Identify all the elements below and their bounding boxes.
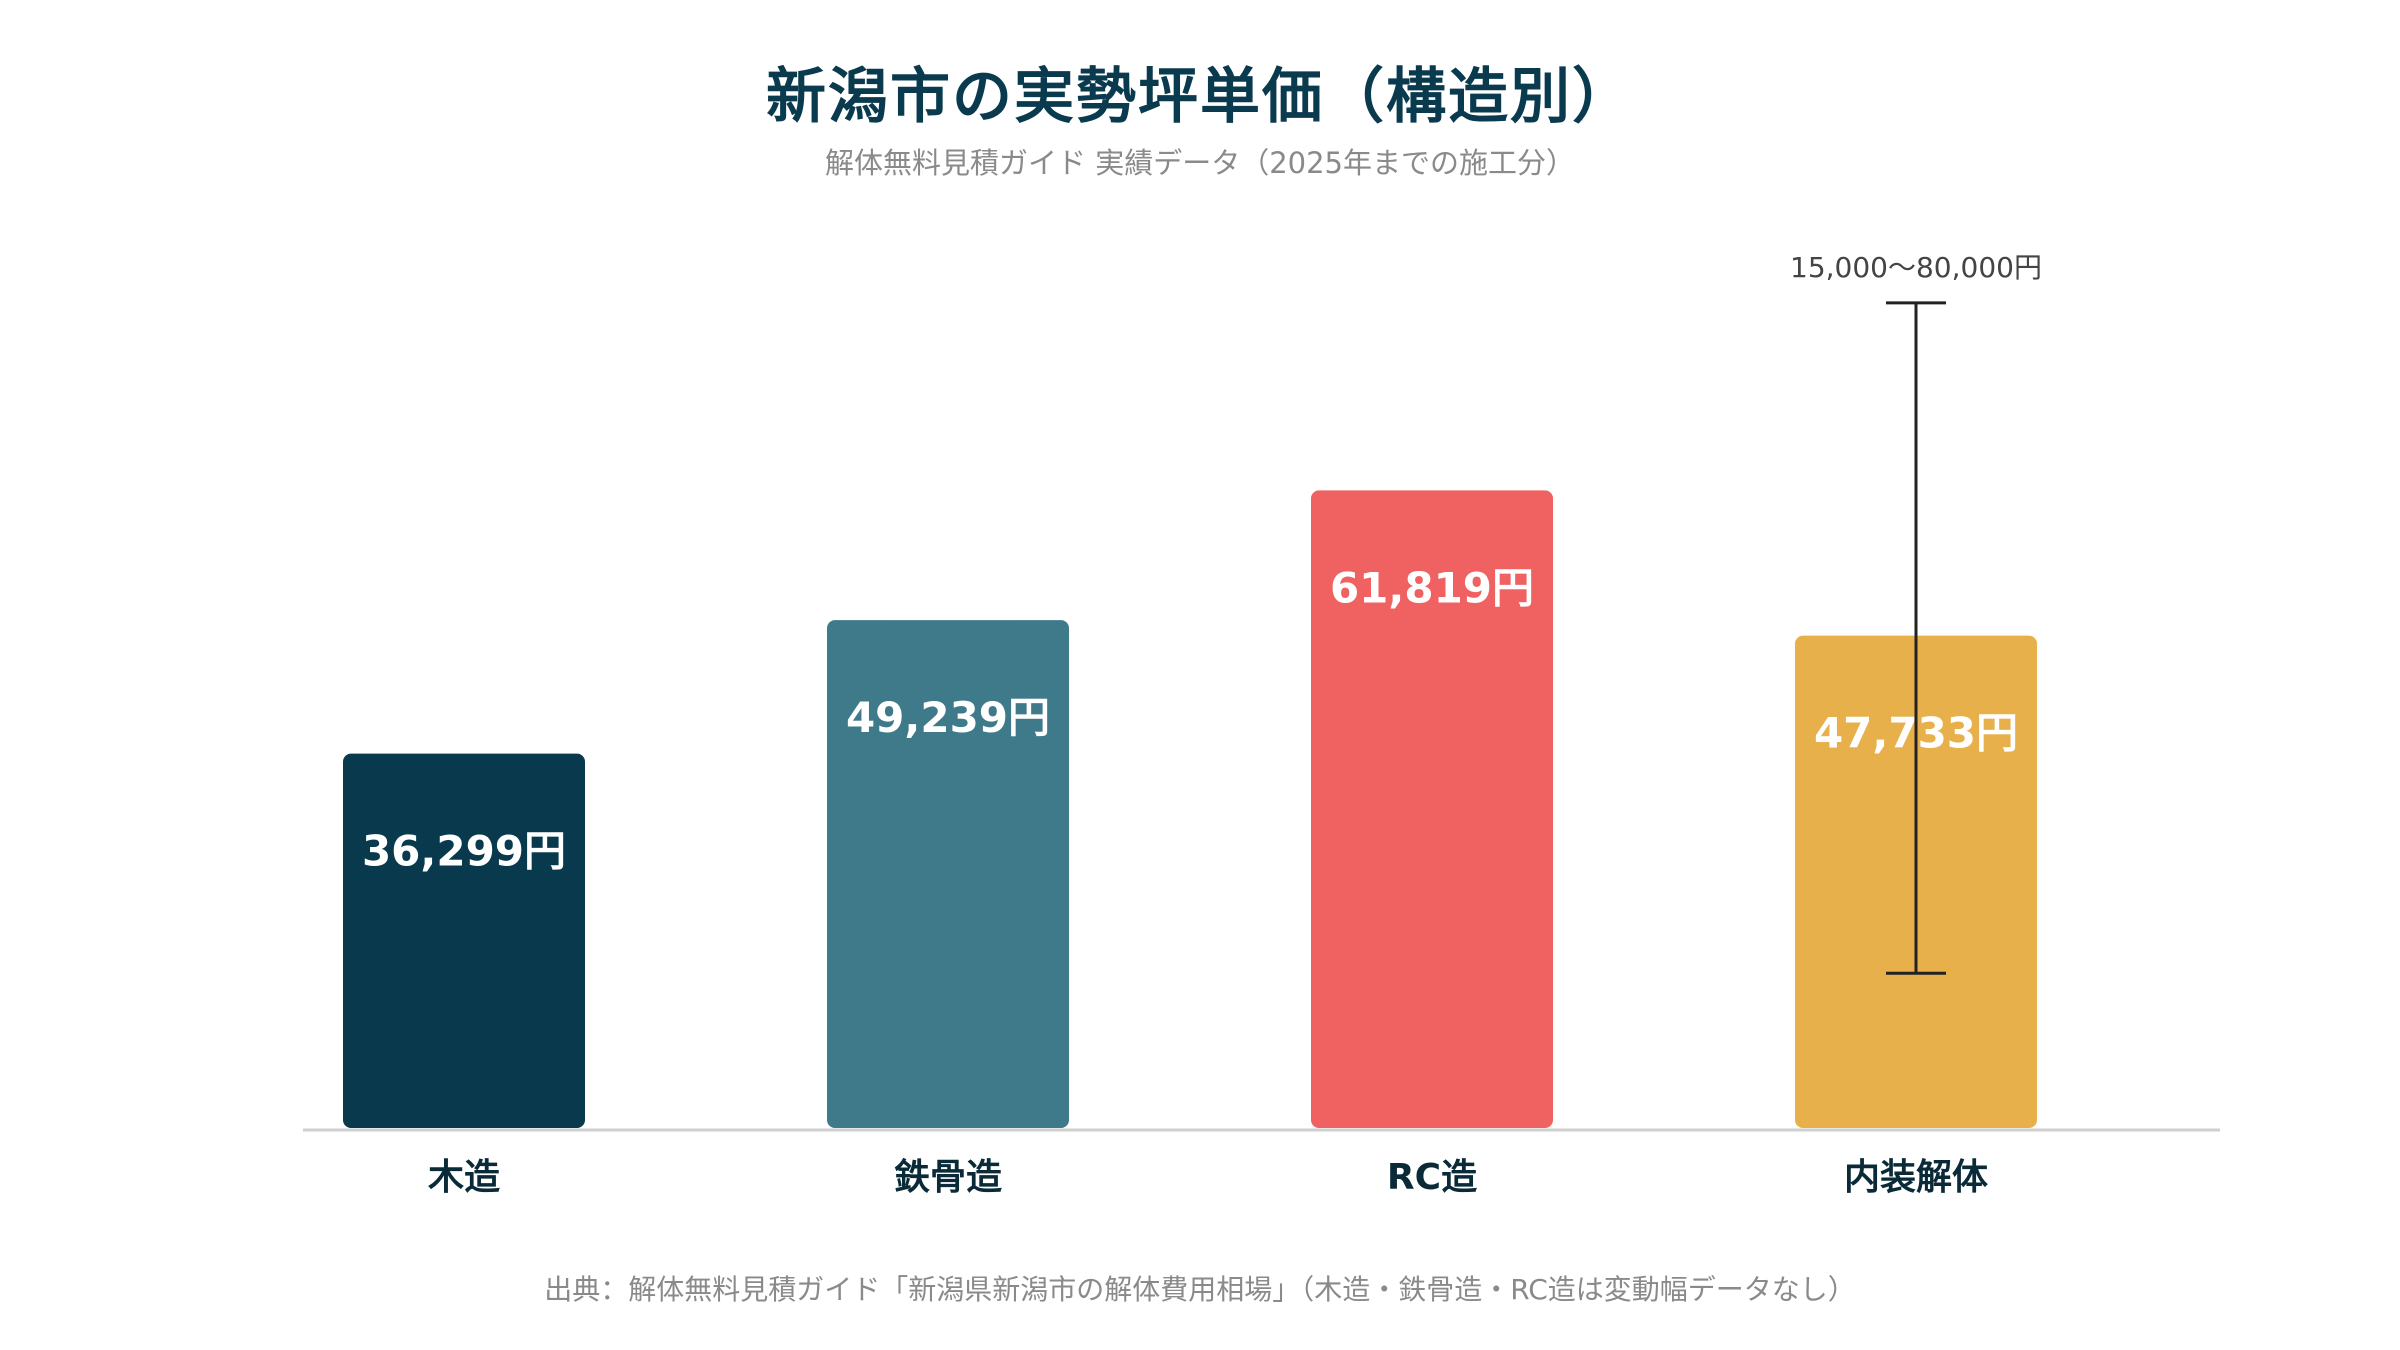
category-label-2: 鉄骨造 (894, 1157, 1002, 1198)
value-label-1: 36,299円 (362, 827, 566, 876)
error-range-label: 15,000〜80,000円 (1790, 251, 2042, 284)
category-label-3: RC造 (1387, 1157, 1477, 1198)
source-note: 出典：解体無料見積ガイド「新潟県新潟市の解体費用相場」（木造・鉄骨造・RC造は変… (544, 1273, 1856, 1306)
chart-subtitle: 解体無料見積ガイド 実績データ（2025年までの施工分） (824, 146, 1576, 180)
category-label-1: 木造 (428, 1157, 500, 1198)
bar-2 (827, 620, 1069, 1128)
chart-title: 新潟市の実勢坪単価（構造別） (766, 62, 1634, 132)
bar-3 (1311, 490, 1553, 1129)
value-label-2: 49,239円 (846, 693, 1050, 742)
value-label-4: 47,733円 (1814, 709, 2018, 758)
category-label-4: 内装解体 (1844, 1157, 1988, 1198)
value-label-3: 61,819円 (1330, 563, 1534, 612)
bar-1 (343, 753, 585, 1128)
